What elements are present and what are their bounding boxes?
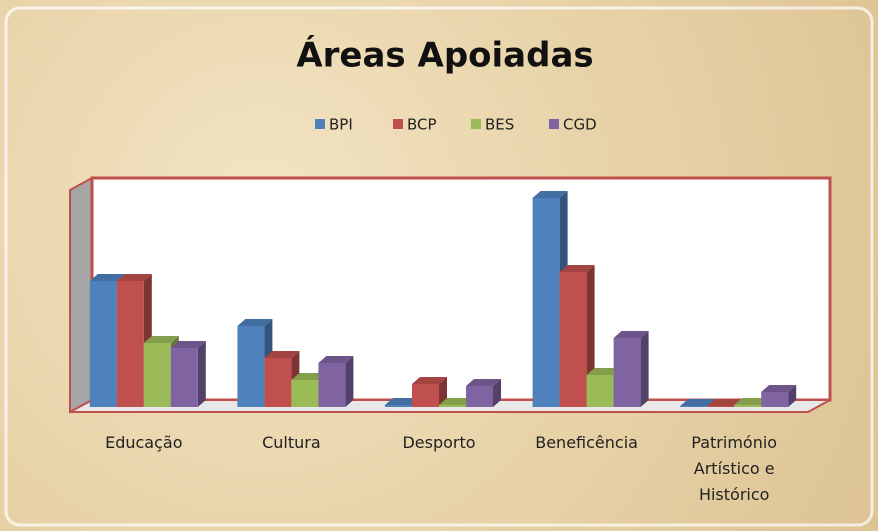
bar-top (680, 399, 716, 406)
legend-label: BPI (329, 116, 353, 134)
bar (170, 348, 198, 407)
bar-top (734, 398, 770, 405)
frame (4, 6, 874, 527)
bar-top (264, 351, 300, 358)
bar (264, 358, 292, 407)
bar (613, 338, 641, 407)
bar-top (143, 336, 179, 343)
bar (532, 198, 560, 407)
x-tick-label: Património Artístico e Histórico (691, 433, 778, 504)
bar-side (439, 377, 447, 407)
bar (559, 272, 587, 407)
legend-label: BCP (407, 116, 437, 134)
legend-swatch (315, 119, 325, 129)
chart-title: Áreas Apoiadas (296, 35, 593, 76)
legend-label: BES (485, 116, 514, 134)
side-wall (69, 176, 93, 414)
bar-top (707, 399, 743, 406)
bar (466, 386, 493, 407)
bar (385, 405, 412, 407)
bar-top (559, 265, 595, 272)
bar (707, 406, 735, 407)
bar (761, 392, 789, 407)
bar (680, 406, 708, 407)
bar-top (412, 377, 447, 384)
bar-top (170, 341, 206, 348)
bar (116, 281, 144, 407)
bar-top (237, 319, 273, 326)
bar-top (613, 331, 649, 338)
bar-side (788, 385, 797, 407)
bar-top (439, 398, 474, 405)
bar-top (761, 385, 797, 392)
bar-top (291, 373, 327, 380)
bar-top (116, 274, 152, 281)
x-tick-label: Desporto (402, 433, 476, 452)
legend-swatch (471, 119, 481, 129)
bar-side (345, 356, 354, 407)
bar-top (318, 356, 354, 363)
bar (291, 380, 319, 407)
bar (318, 363, 346, 407)
bar-side (197, 341, 206, 407)
bar (734, 405, 762, 407)
bar (439, 405, 466, 407)
bar-top (89, 274, 125, 281)
x-tick-label: Cultura (262, 433, 321, 452)
legend-swatch (393, 119, 403, 129)
bar (143, 343, 171, 407)
bar-top (586, 368, 622, 375)
legend-label: CGD (563, 116, 597, 134)
bar (237, 326, 265, 407)
x-tick-label: Educação (105, 433, 183, 452)
bar (586, 375, 614, 407)
legend-swatch (549, 119, 559, 129)
bar-top (532, 191, 568, 198)
bar-side (640, 331, 649, 407)
bar-top (466, 379, 501, 386)
bar-top (385, 398, 420, 405)
bar (89, 281, 117, 407)
bar (412, 384, 439, 407)
x-tick-label: Beneficência (535, 433, 638, 452)
bar-side (493, 379, 501, 407)
